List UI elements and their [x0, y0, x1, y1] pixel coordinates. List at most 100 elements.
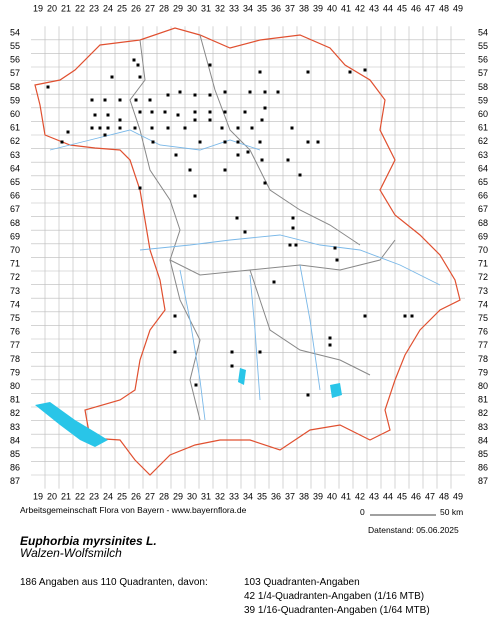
occurrence-dot	[246, 150, 250, 154]
column-label: 20	[47, 491, 57, 501]
occurrence-dot	[263, 90, 267, 94]
rivers	[49, 129, 441, 421]
column-label: 28	[159, 491, 169, 501]
occurrence-dot	[243, 110, 247, 114]
column-label: 33	[229, 491, 239, 501]
row-label: 75	[10, 313, 20, 323]
column-label: 27	[145, 491, 155, 501]
column-label: 32	[215, 3, 225, 13]
occurrence-dot	[93, 113, 97, 117]
column-label: 24	[103, 491, 113, 501]
column-label: 39	[313, 491, 323, 501]
occurrence-dot	[118, 126, 122, 130]
occurrence-dot	[166, 126, 170, 130]
occurrence-dot	[66, 130, 70, 134]
row-label: 85	[478, 449, 488, 459]
column-label: 46	[411, 3, 421, 13]
row-label: 55	[10, 41, 20, 51]
occurrence-dot	[208, 110, 212, 114]
column-label: 38	[299, 491, 309, 501]
row-label: 62	[478, 136, 488, 146]
occurrence-dot	[316, 140, 320, 144]
occurrence-dot	[348, 70, 352, 74]
occurrence-dot	[103, 98, 107, 102]
column-label: 35	[257, 3, 267, 13]
row-label: 82	[478, 408, 488, 418]
common-name: Walzen-Wolfsmilch	[20, 546, 122, 560]
row-label: 54	[478, 27, 488, 37]
column-label: 43	[369, 3, 379, 13]
occurrence-dot	[248, 90, 252, 94]
row-label: 80	[10, 381, 20, 391]
row-label: 57	[10, 68, 20, 78]
column-label: 48	[439, 3, 449, 13]
column-label: 31	[201, 3, 211, 13]
occurrence-dot	[138, 110, 142, 114]
occurrence-dot	[223, 110, 227, 114]
occurrence-dot	[150, 126, 154, 130]
occurrence-dot	[335, 258, 339, 262]
row-label: 70	[478, 245, 488, 255]
row-label: 86	[10, 463, 20, 473]
occurrence-dot	[60, 140, 64, 144]
occurrence-dot	[173, 314, 177, 318]
column-label: 27	[145, 3, 155, 13]
occurrence-dot	[163, 110, 167, 114]
row-label: 78	[10, 354, 20, 364]
occurrence-dot	[250, 126, 254, 130]
row-label: 71	[10, 259, 20, 269]
row-label: 55	[478, 41, 488, 51]
row-label: 60	[10, 109, 20, 119]
column-label: 23	[89, 3, 99, 13]
row-label: 73	[10, 286, 20, 296]
occurrence-dot	[363, 68, 367, 72]
column-label: 21	[61, 3, 71, 13]
row-label: 87	[10, 476, 20, 486]
occurrence-dot	[258, 350, 262, 354]
row-label: 58	[478, 82, 488, 92]
column-label: 42	[355, 491, 365, 501]
column-label: 22	[75, 491, 85, 501]
scale-end: 50 km	[440, 507, 463, 517]
occurrence-dot	[178, 90, 182, 94]
stats-line: 39 1/16-Quadranten-Angaben (1/64 MTB)	[244, 605, 430, 616]
row-label: 78	[478, 354, 488, 364]
column-label: 30	[187, 3, 197, 13]
occurrence-dot	[220, 126, 224, 130]
occurrence-dot	[410, 314, 414, 318]
occurrence-dot	[333, 246, 337, 250]
column-label: 29	[173, 3, 183, 13]
occurrence-dot	[198, 140, 202, 144]
occurrence-dot	[291, 216, 295, 220]
occurrence-dot	[176, 113, 180, 117]
row-label: 74	[10, 299, 20, 309]
row-label: 56	[478, 55, 488, 65]
occurrence-dot	[258, 70, 262, 74]
date: Datenstand: 05.06.2025	[368, 525, 459, 535]
occurrences	[46, 58, 414, 397]
occurrence-dot	[90, 98, 94, 102]
species: Euphorbia myrsinites L.	[20, 534, 157, 548]
row-label: 84	[10, 435, 20, 445]
column-label: 35	[257, 491, 267, 501]
occurrence-dot	[208, 118, 212, 122]
occurrence-dot	[306, 393, 310, 397]
column-label: 47	[425, 3, 435, 13]
column-label: 48	[439, 491, 449, 501]
row-label: 81	[478, 395, 488, 405]
column-label: 31	[201, 491, 211, 501]
occurrence-dot	[230, 364, 234, 368]
row-label: 74	[478, 299, 488, 309]
occurrence-dot	[236, 153, 240, 157]
scale-start: 0	[360, 507, 365, 517]
occurrence-dot	[328, 343, 332, 347]
occurrence-dot	[290, 126, 294, 130]
occurrence-dot	[183, 126, 187, 130]
row-label: 81	[10, 395, 20, 405]
occurrence-dot	[193, 110, 197, 114]
column-label: 34	[243, 3, 253, 13]
column-label: 30	[187, 491, 197, 501]
row-label: 61	[10, 123, 20, 133]
occurrence-dot	[133, 126, 137, 130]
